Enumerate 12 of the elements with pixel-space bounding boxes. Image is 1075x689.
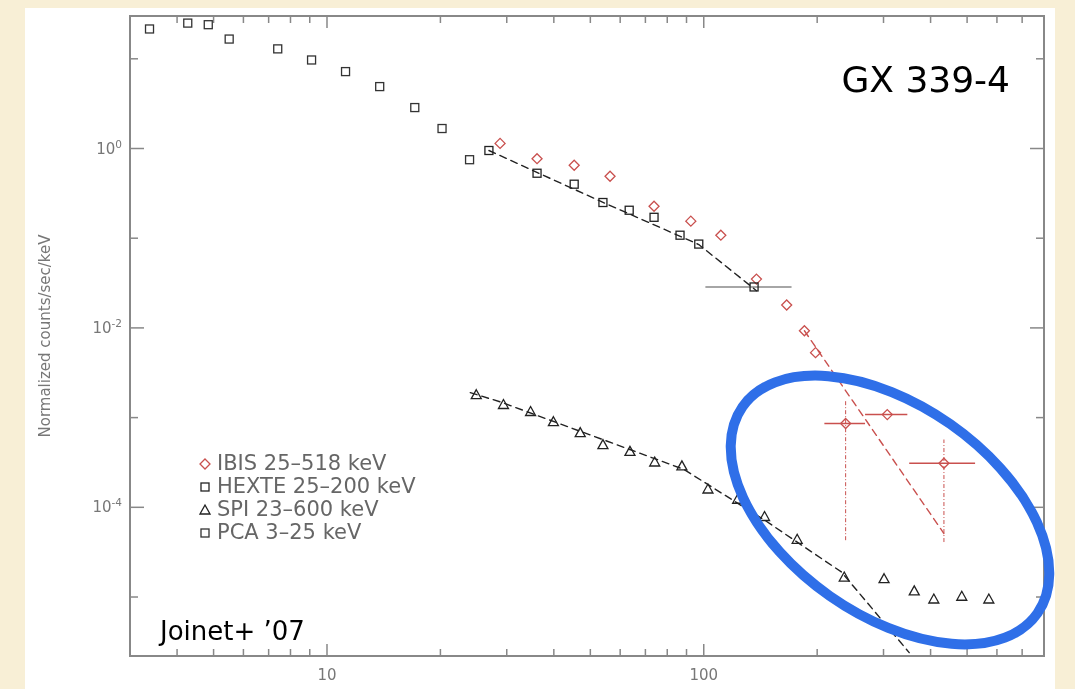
legend-label: PCA 3–25 keV — [217, 520, 362, 544]
annotation: Joinet+ ’07 — [158, 616, 305, 646]
legend-label: IBIS 25–518 keV — [217, 451, 388, 475]
annotation: GX 339-4 — [841, 59, 1010, 100]
y-axis-title: Normalized counts/sec/keV — [36, 233, 54, 438]
y-tick-label: 10$^{0}$ — [96, 137, 122, 158]
x-tick-label: 100 — [689, 666, 719, 684]
legend-label: HEXTE 25–200 keV — [217, 474, 417, 498]
y-tick-label: 10$^{-4}$ — [92, 496, 123, 517]
legend-label: SPI 23–600 keV — [217, 497, 380, 521]
y-tick-label: 10$^{-2}$ — [92, 316, 122, 337]
x-tick-label: 10 — [317, 666, 337, 684]
